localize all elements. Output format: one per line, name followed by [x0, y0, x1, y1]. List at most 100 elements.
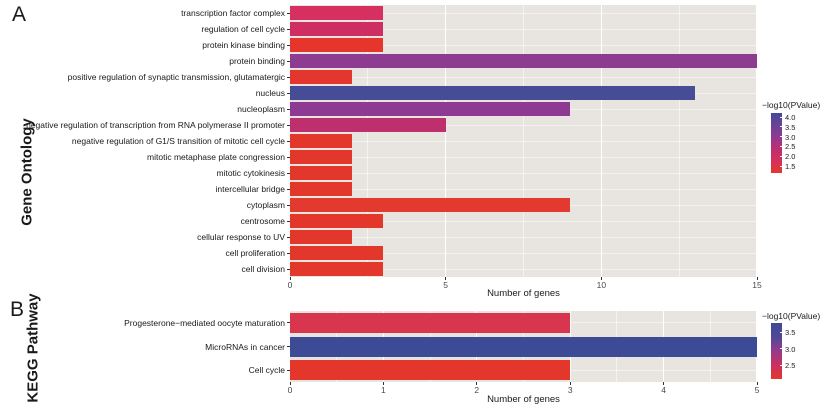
category-label: nucleus — [255, 88, 285, 98]
x-tick-mark — [756, 277, 758, 280]
category-tick-mark — [287, 204, 290, 206]
x-tick-label: 1 — [381, 385, 386, 395]
grid-line-horizontal — [290, 252, 757, 254]
bar — [290, 246, 384, 260]
category-label: protein kinase binding — [202, 40, 285, 50]
grid-line-horizontal — [290, 172, 757, 174]
x-tick-mark — [289, 382, 291, 385]
y-axis-group-label: KEGG Pathway — [24, 293, 42, 403]
x-tick-mark — [476, 382, 478, 385]
bar — [290, 134, 353, 148]
legend-tick-label: 1.5 — [785, 162, 796, 171]
legend-tick-mark — [780, 116, 782, 118]
x-tick-label: 2 — [474, 385, 480, 395]
category-label: Progesterone−mediated oocyte maturation — [124, 317, 285, 328]
legend-tick-mark — [780, 155, 782, 157]
x-tick-label: 10 — [596, 280, 607, 290]
panel-b-letter: B — [10, 298, 25, 321]
x-tick-label: 0 — [287, 385, 293, 395]
category-label: transcription factor complex — [181, 8, 285, 18]
bar — [290, 38, 384, 52]
x-tick-label: 4 — [661, 385, 666, 395]
grid-line-horizontal — [290, 76, 757, 78]
category-tick-mark — [287, 220, 290, 222]
x-tick-mark — [663, 382, 665, 385]
x-tick-label: 15 — [752, 280, 762, 290]
bar — [290, 198, 571, 212]
bar — [290, 86, 695, 100]
bar — [290, 118, 446, 132]
category-label: cell division — [241, 264, 285, 274]
grid-line-horizontal — [290, 236, 757, 238]
legend-tick-mark — [780, 126, 782, 128]
bar — [290, 70, 353, 84]
plot-area — [290, 311, 758, 382]
legend-tick-mark — [780, 364, 782, 366]
bar — [290, 150, 353, 164]
category-label: cytoplasm — [246, 200, 285, 210]
legend-tick-label: 2.5 — [785, 142, 796, 152]
legend-gradient-bar — [771, 323, 782, 379]
bar — [290, 214, 384, 228]
x-tick-label: 0 — [287, 280, 293, 290]
category-tick-mark — [287, 322, 290, 324]
legend-tick-label: 2.5 — [785, 361, 796, 370]
bar — [290, 22, 384, 36]
bar — [290, 54, 757, 68]
category-tick-mark — [287, 236, 290, 238]
grid-line-horizontal — [290, 268, 757, 270]
category-label: positive regulation of synaptic transmis… — [67, 72, 285, 82]
grid-line-horizontal — [290, 28, 757, 30]
category-tick-mark — [287, 92, 290, 94]
legend-tick-label: 4.0 — [785, 113, 796, 122]
category-tick-mark — [287, 172, 290, 174]
bar — [290, 262, 384, 276]
category-tick-mark — [287, 188, 290, 190]
category-label: centrosome — [240, 216, 285, 226]
legend-tick-label: 3.0 — [785, 344, 796, 354]
legend-tick-label: 3.5 — [785, 122, 796, 132]
bar — [290, 102, 571, 116]
category-label: negative regulation of transcription fro… — [26, 120, 285, 130]
bar — [290, 182, 353, 196]
category-tick-mark — [287, 44, 290, 46]
category-label: MicroRNAs in cancer — [205, 341, 285, 352]
category-tick-mark — [287, 28, 290, 30]
x-tick-label: 5 — [443, 280, 449, 290]
x-tick-mark — [445, 277, 447, 280]
category-tick-mark — [287, 140, 290, 142]
category-label: cell proliferation — [225, 248, 285, 258]
bar — [290, 166, 353, 180]
legend-tick-mark — [780, 145, 782, 147]
x-tick-mark — [569, 382, 571, 385]
bar — [290, 360, 571, 381]
legend-title: −log10(PValue) — [762, 100, 821, 110]
grid-line-horizontal — [290, 188, 757, 190]
legend-title: −log10(PValue) — [762, 311, 821, 321]
x-tick-mark — [600, 277, 602, 280]
legend-tick-label: 2.0 — [785, 152, 796, 162]
x-tick-mark — [756, 382, 758, 385]
category-tick-mark — [287, 346, 290, 347]
category-tick-mark — [287, 252, 290, 254]
category-label: Cell cycle — [248, 365, 285, 376]
category-label: negative regulation of G1/S transition o… — [71, 136, 285, 146]
grid-line-horizontal — [290, 220, 757, 222]
grid-line-horizontal — [290, 156, 757, 158]
category-label: mitotic metaphase plate congression — [147, 152, 285, 162]
bar — [290, 6, 384, 20]
category-label: cellular response to UV — [197, 232, 285, 242]
grid-line-horizontal — [290, 44, 757, 46]
category-label: intercellular bridge — [215, 184, 285, 194]
legend-tick-label: 3.5 — [785, 328, 796, 337]
x-axis-title: Number of genes — [487, 288, 560, 299]
x-tick-label: 5 — [754, 385, 760, 395]
category-tick-mark — [287, 124, 290, 126]
category-label: regulation of cell cycle — [201, 24, 285, 34]
category-tick-mark — [287, 156, 290, 158]
legend-tick-mark — [780, 136, 782, 138]
category-label: mitotic cytokinesis — [216, 168, 286, 178]
